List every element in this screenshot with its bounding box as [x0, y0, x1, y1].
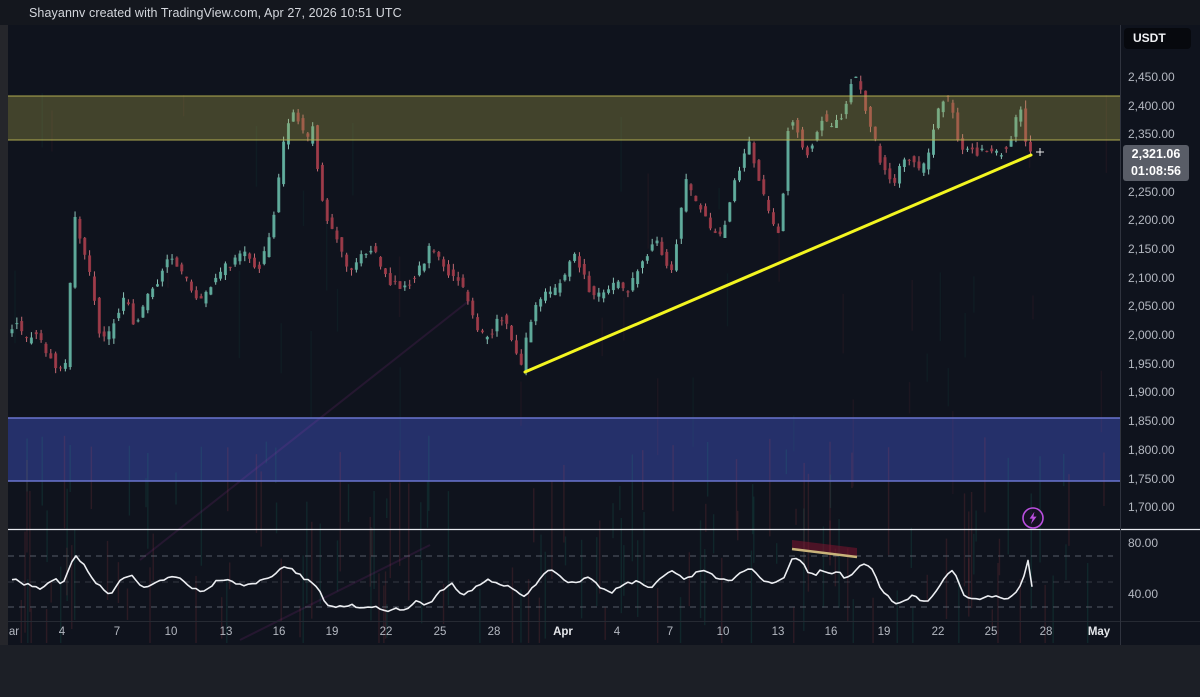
bar-countdown: 01:08:56 — [1130, 164, 1182, 178]
time-axis-label: 25 — [433, 626, 447, 638]
time-axis-label: ar — [8, 626, 20, 638]
lightning-bolt-icon — [1022, 507, 1044, 529]
time-axis-label: 28 — [487, 626, 501, 638]
attribution-text: Shayannv created with TradingView.com, A… — [29, 6, 402, 20]
time-axis[interactable]: ar 4 7 10 13 16 19 22 25 28 Apr 4 7 10 13 16 19 22 25 28 May — [0, 622, 1200, 645]
price-scale-label: 1,850.00 — [1128, 414, 1175, 428]
header-bar: Shayannv created with TradingView.com, A… — [0, 0, 1200, 25]
price-scale-label: 1,750.00 — [1128, 472, 1175, 486]
price-scale-label: 1,950.00 — [1128, 357, 1175, 371]
rsi-pane-layer — [8, 540, 1113, 613]
price-scale-label: 2,400.00 — [1128, 99, 1175, 113]
time-axis-label: 7 — [113, 626, 121, 638]
quote-currency-badge[interactable]: USDT — [1124, 28, 1191, 49]
time-axis-label: 16 — [272, 626, 286, 638]
time-axis-label: 19 — [325, 626, 339, 638]
time-axis-label: 16 — [824, 626, 838, 638]
price-scale-label: 2,000.00 — [1128, 328, 1175, 342]
left-margin-strip — [0, 25, 8, 645]
flash-reaction-button[interactable] — [1021, 506, 1045, 530]
last-price-badge: 2,321.06 01:08:56 — [1123, 145, 1189, 181]
time-axis-label: 13 — [771, 626, 785, 638]
time-axis-label: 13 — [219, 626, 233, 638]
price-scale-label: 1,900.00 — [1128, 385, 1175, 399]
price-scale-label: 2,100.00 — [1128, 271, 1175, 285]
ghost-noise-layer — [13, 93, 1147, 696]
time-axis-label: 4 — [613, 626, 621, 638]
trendline-layer — [523, 153, 1033, 374]
price-scale-label: 2,350.00 — [1128, 127, 1175, 141]
price-scale-label: 1,700.00 — [1128, 500, 1175, 514]
time-axis-label: 10 — [164, 626, 178, 638]
time-axis-label: 10 — [716, 626, 730, 638]
last-price-marker — [1036, 148, 1044, 156]
price-scale-label: 80.00 — [1128, 536, 1159, 550]
price-scale-label: 2,150.00 — [1128, 242, 1175, 256]
time-axis-label: 22 — [379, 626, 393, 638]
time-axis-label: 7 — [666, 626, 674, 638]
time-axis-label: 22 — [931, 626, 945, 638]
time-axis-label: 4 — [58, 626, 66, 638]
pane-separators — [8, 25, 1200, 645]
price-scale-label: 2,050.00 — [1128, 299, 1175, 313]
footer-bar: TradingView — [0, 645, 1200, 697]
resistance-zone-layer — [8, 95, 1120, 482]
candles-layer — [10, 75, 1032, 376]
time-axis-label: 28 — [1039, 626, 1053, 638]
time-axis-month-label: May — [1087, 626, 1111, 638]
price-axis[interactable]: 2,450.00 2,400.00 2,350.00 2,250.00 2,200.00… — [1120, 25, 1200, 645]
zones-layer — [8, 418, 1120, 481]
price-scale-label: 2,450.00 — [1128, 70, 1175, 84]
price-scale-label: 1,800.00 — [1128, 443, 1175, 457]
last-price-value: 2,321.06 — [1131, 147, 1181, 161]
price-scale-label: 40.00 — [1128, 587, 1159, 601]
time-axis-label: 19 — [877, 626, 891, 638]
time-axis-month-label: Apr — [553, 626, 573, 638]
price-scale-label: 2,250.00 — [1128, 185, 1175, 199]
time-axis-label: 25 — [984, 626, 998, 638]
price-scale-label: 2,200.00 — [1128, 213, 1175, 227]
